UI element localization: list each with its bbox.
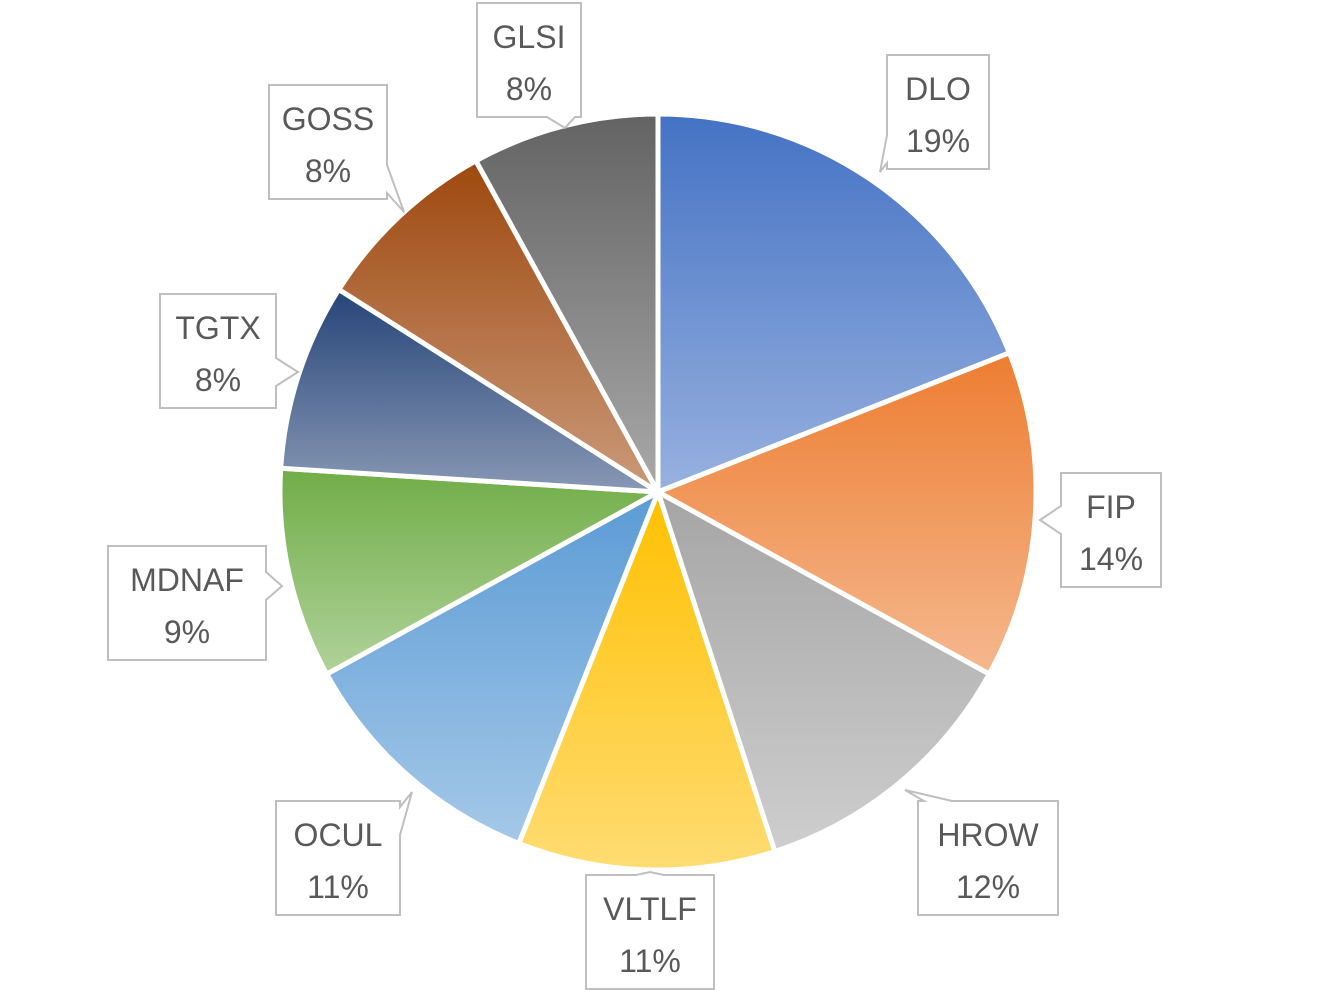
data-label-category: OCUL	[294, 817, 383, 853]
callout-box	[268, 84, 405, 213]
callout-box	[159, 293, 300, 409]
data-label-vltlf: VLTLF 11%	[585, 870, 715, 990]
data-label-category: HROW	[937, 817, 1039, 853]
pie-slice-mdnaf	[277, 465, 661, 677]
data-label-glsi: GLSI 8%	[476, 2, 582, 130]
data-label-percent: 12%	[956, 869, 1020, 905]
data-label-percent: 8%	[305, 153, 351, 189]
pie-slices	[277, 111, 1039, 873]
data-labels: DLO 19% FIP 14% HROW 12% VLTLF 11% OCUL 11% MDNAF 9…	[107, 2, 1162, 990]
data-label-category: GOSS	[282, 101, 374, 137]
data-label-category: VLTLF	[603, 891, 697, 927]
callout-box	[1038, 472, 1162, 588]
data-label-mdnaf: MDNAF 9%	[107, 545, 284, 661]
data-label-percent: 11%	[307, 869, 369, 905]
callout-box	[879, 54, 990, 173]
callout-box	[476, 2, 582, 130]
pie-slice-dlo	[655, 111, 1012, 495]
data-label-category: MDNAF	[130, 562, 244, 598]
pie-slice-goss	[336, 158, 661, 495]
data-label-percent: 8%	[195, 362, 241, 398]
data-label-goss: GOSS 8%	[268, 84, 405, 213]
data-label-percent: 14%	[1079, 541, 1143, 577]
data-label-dlo: DLO 19%	[879, 54, 990, 173]
pie-slice-fip	[655, 350, 1039, 677]
pie-slice-vltlf	[516, 489, 778, 873]
pie-slice-ocul	[324, 489, 661, 846]
callout-box	[275, 791, 413, 916]
data-label-ocul: OCUL 11%	[275, 791, 413, 916]
data-label-category: FIP	[1086, 489, 1136, 525]
data-label-percent: 11%	[619, 943, 681, 979]
callout-box	[107, 545, 284, 661]
data-label-percent: 8%	[506, 71, 552, 107]
data-label-fip: FIP 14%	[1038, 472, 1162, 588]
callout-box	[585, 870, 715, 990]
pie-slice-tgtx	[278, 286, 661, 495]
pie-slice-hrow	[655, 489, 992, 854]
data-label-hrow: HROW 12%	[904, 789, 1059, 916]
data-label-percent: 9%	[164, 614, 210, 650]
callout-box	[904, 789, 1059, 916]
data-label-tgtx: TGTX 8%	[159, 293, 300, 409]
data-label-category: GLSI	[493, 19, 566, 55]
data-label-percent: 19%	[906, 123, 970, 159]
data-label-category: DLO	[905, 71, 971, 107]
data-label-category: TGTX	[175, 310, 260, 346]
